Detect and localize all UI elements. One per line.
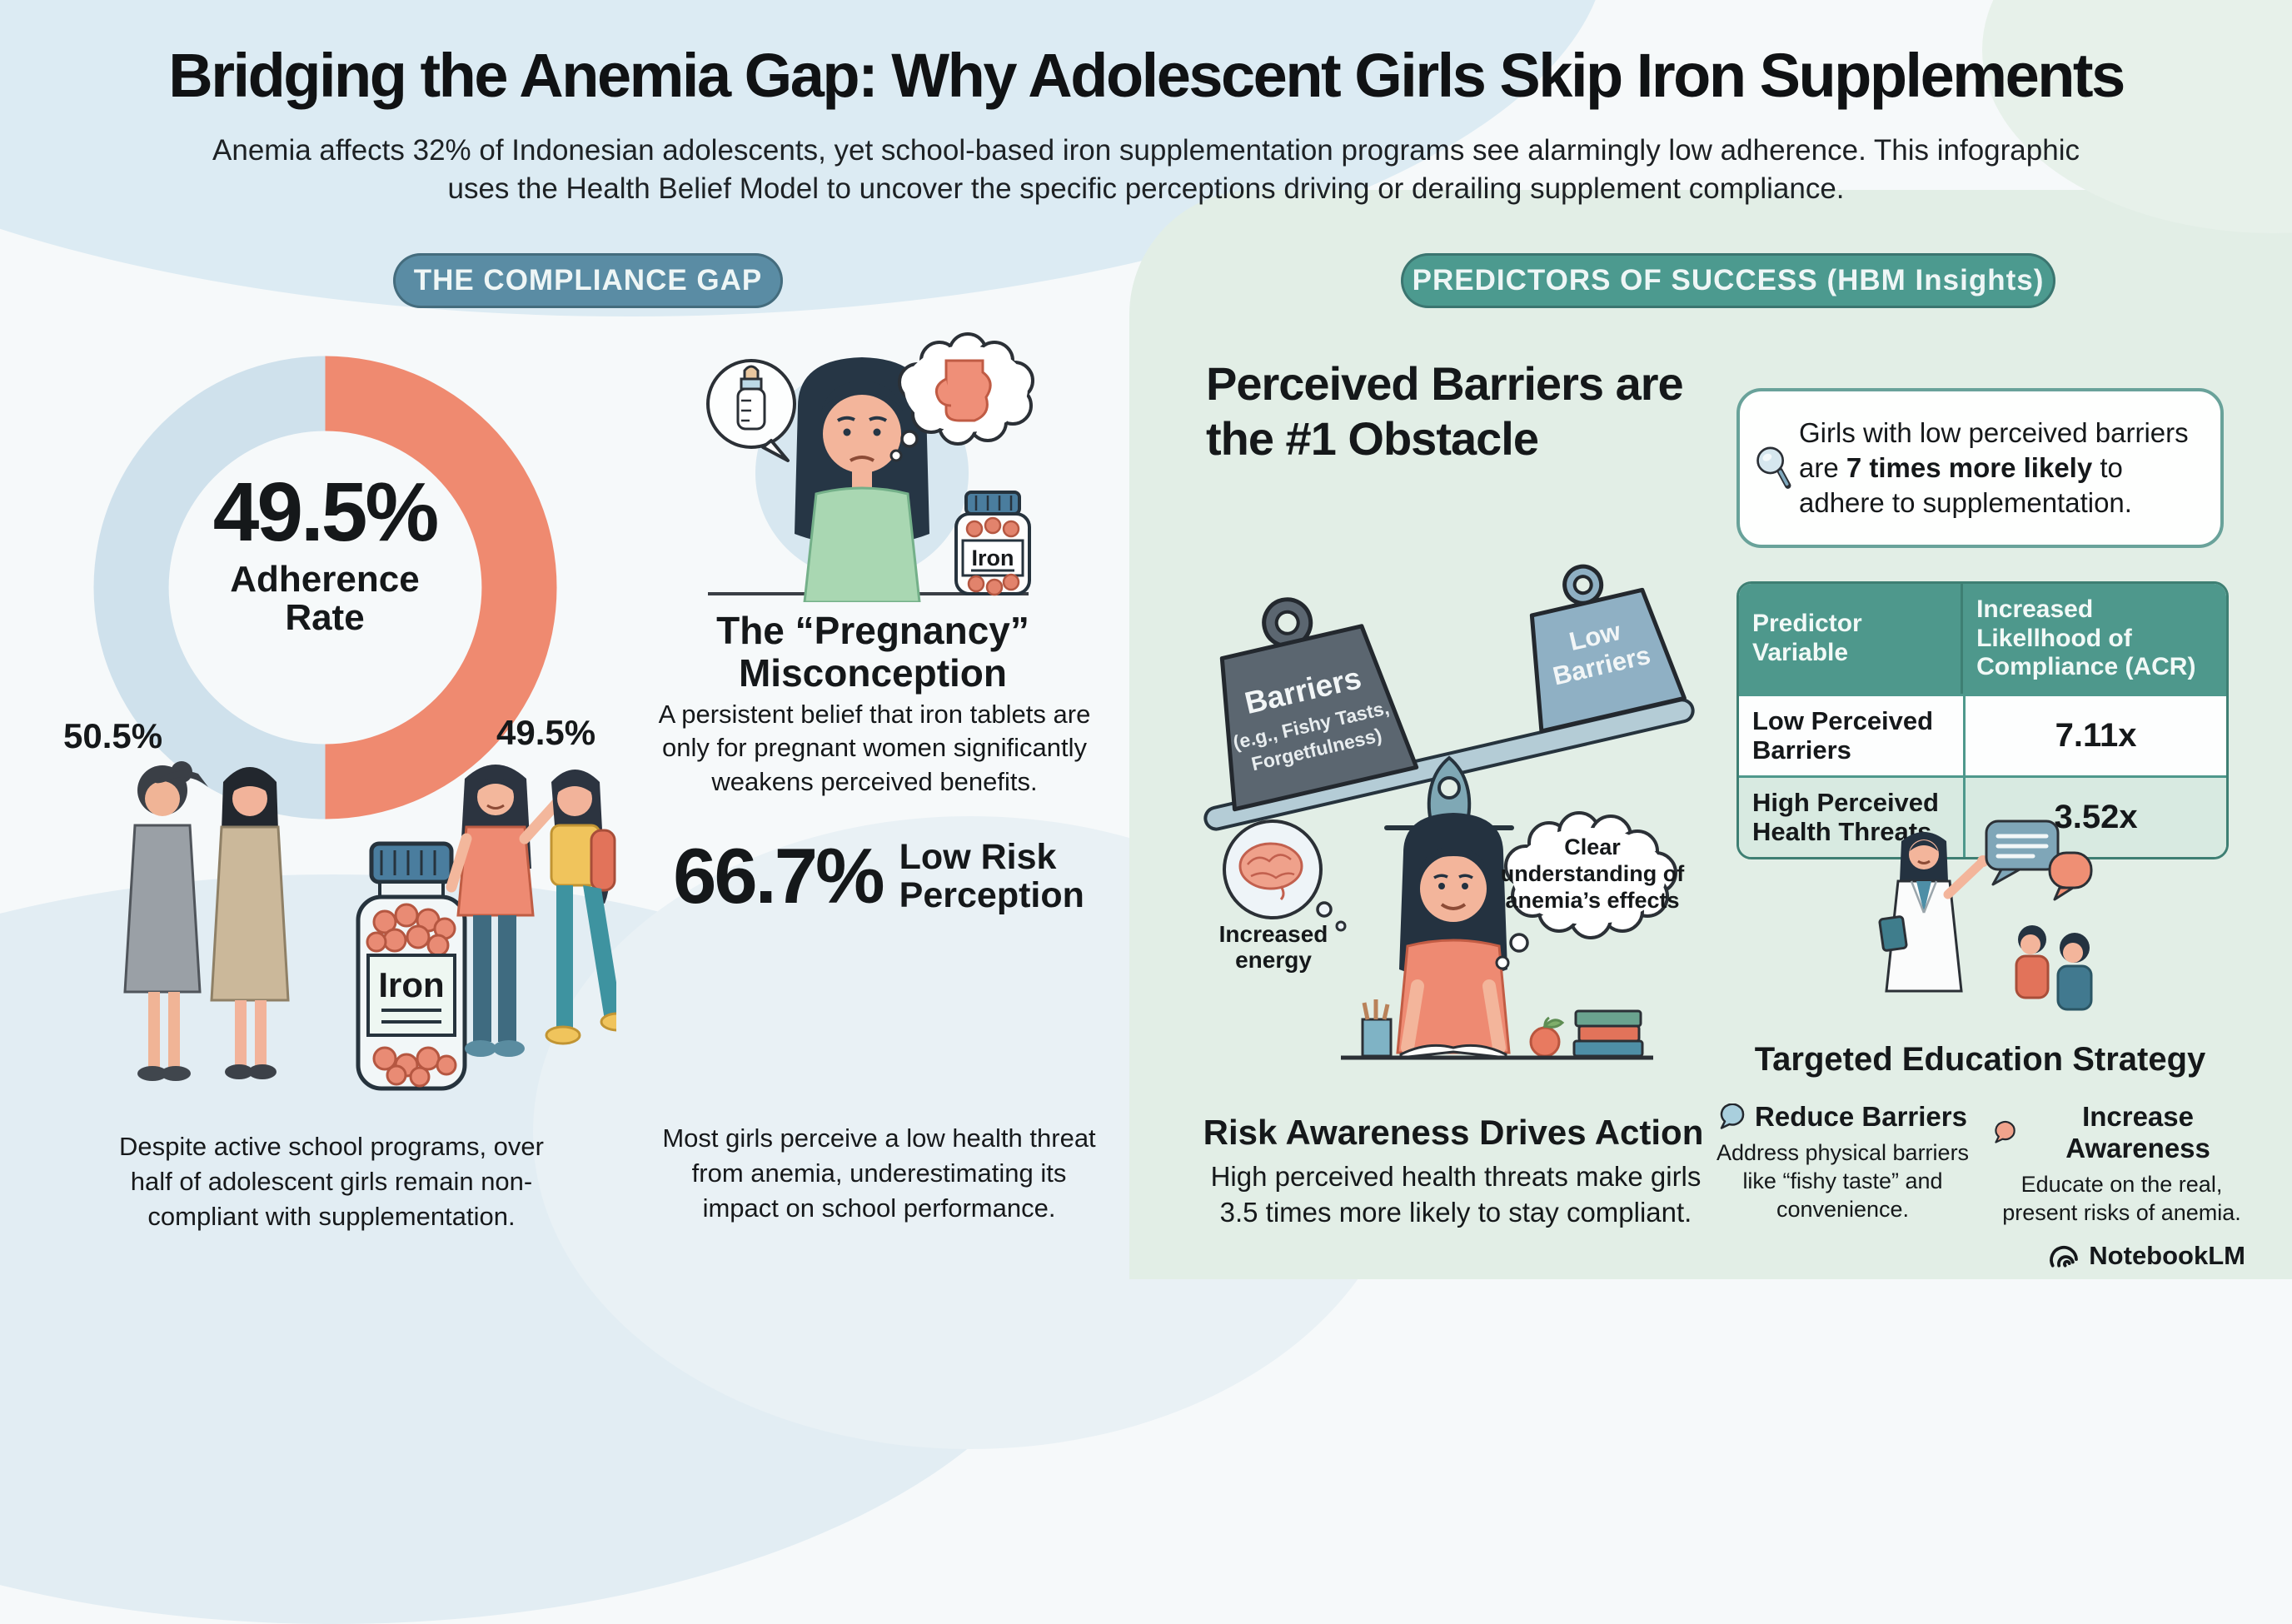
brain-bubble-icon <box>1223 819 1347 932</box>
risk-awareness-illustration <box>1223 811 1677 1060</box>
education-item-reduce-barriers: Reduce Barriers Address physical barrier… <box>1714 1101 1971 1228</box>
education-illustration <box>1878 819 2093 1011</box>
barriers-scale-illustration: Barriers (e.g., Fishy Tasts, Forgetfulne… <box>1203 564 1695 831</box>
education-item-body: Educate on the real, present risks of an… <box>2002 1172 2241 1225</box>
study-girl-figure <box>1396 813 1511 1054</box>
girl-figure-3 <box>446 765 562 1057</box>
education-item-title: Reduce Barriers <box>1755 1101 1967 1132</box>
donut-left-label: 50.5% <box>63 716 163 755</box>
misconception-body: A persistent belief that iron tablets ar… <box>658 700 1091 796</box>
education-item-title: Increase Awareness <box>2065 1101 2210 1163</box>
teacher-figure <box>1878 832 1989 993</box>
pregnant-belly-silhouette <box>944 359 992 422</box>
donut-segment-nonadherent <box>93 356 326 819</box>
thought-cloud-pregnancy <box>889 332 1034 462</box>
adherence-rate-value: 49.5% <box>212 466 440 559</box>
misconception-title: The “Pregnancy” Misconception <box>716 609 1029 695</box>
notebooklm-watermark: NotebookLM <box>2047 1241 2245 1271</box>
thought-cloud-text: Clear understanding of anemia’s effects <box>1500 834 1685 913</box>
clipboard <box>1878 915 1908 952</box>
woman-figure <box>795 357 929 602</box>
education-strategy-heading: Targeted Education Strategy <box>1754 1041 2206 1078</box>
risk-awareness-heading: Risk Awareness Drives Action <box>1203 1113 1704 1152</box>
thought-cloud-anemia <box>1495 811 1677 970</box>
iron-pills-top <box>366 903 456 957</box>
iron-bottle-small-label: Iron <box>972 545 1014 570</box>
risk-awareness-body: High perceived health threats make girls… <box>1210 1161 1702 1228</box>
perceived-barriers-heading: Perceived Barriers are the #1 Obstacle <box>1206 357 1684 466</box>
speech-bubble-baby-bottle <box>706 359 796 462</box>
watermark-label: NotebookLM <box>2089 1241 2245 1270</box>
student-figures <box>2015 925 2093 1011</box>
speech-bubble-blue-icon <box>1720 1103 1745 1129</box>
speech-bubble-coral <box>2048 851 2093 901</box>
education-item-body: Address physical barriers like “fishy ta… <box>1716 1140 1970 1222</box>
brain-bubble-label: Increased energy <box>1218 921 1328 974</box>
table-row-value: 7.11x <box>1963 693 2226 775</box>
adherence-donut-chart <box>93 356 557 819</box>
speech-bubble-coral-icon <box>1995 1121 2015 1143</box>
page-title: Bridging the Anemia Gap: Why Adolescent … <box>168 41 2125 110</box>
open-book <box>1399 1044 1507 1059</box>
pregnancy-misconception-illustration: Iron <box>706 332 1034 602</box>
magnifier-icon <box>1756 446 1791 489</box>
apple <box>1529 1026 1561 1058</box>
girl-figure-2 <box>210 767 290 1079</box>
predictor-table: Predictor Variable Increased Likellhood … <box>1736 581 2229 860</box>
heavy-weight-barriers: Barriers (e.g., Fishy Tasts, Forgetfulne… <box>1219 597 1419 812</box>
education-strategy-items: Reduce Barriers Address physical barrier… <box>1714 1101 2250 1228</box>
low-barriers-callout: Girls with low perceived barriers are 7 … <box>1736 388 2224 548</box>
notebooklm-logo-icon <box>2050 1245 2079 1268</box>
desk-and-props <box>1341 999 1653 1060</box>
table-header-variable: Predictor Variable <box>1739 584 1964 694</box>
adherence-rate-label: Adherence Rate <box>230 559 420 639</box>
badge-compliance-gap: THE COMPLIANCE GAP <box>393 253 783 308</box>
iron-bottle-illustration: Iron <box>356 841 467 1091</box>
education-item-increase-awareness: Increase Awareness Educate on the real, … <box>1993 1101 2250 1228</box>
low-risk-stat: 66.7% Low Risk Perception <box>658 831 1099 921</box>
compliance-caption: Despite active school programs, over hal… <box>118 1132 544 1231</box>
speech-bubble-lines <box>1985 819 2060 886</box>
badge-predictors-of-success: PREDICTORS OF SUCCESS (HBM Insights) <box>1401 253 2055 308</box>
iron-bottle-label: Iron <box>378 965 444 1004</box>
girls-group-illustration: Iron <box>123 761 616 1091</box>
baby-bottle-nipple <box>743 365 760 381</box>
page-subtitle: Anemia affects 32% of Indonesian adolesc… <box>212 134 2080 205</box>
iron-bottle-small: Iron <box>954 491 1031 596</box>
girl-figure-1 <box>123 761 208 1081</box>
donut-center-text: 49.5% Adherence Rate <box>158 466 491 639</box>
low-risk-caption: Most girls perceive a low health threat … <box>662 1123 1096 1223</box>
table-row-variable: Low Perceived Barriers <box>1739 693 1964 775</box>
iron-pills-bottom <box>372 1046 457 1088</box>
donut-right-label: 49.5% <box>496 713 596 752</box>
callout-text: Girls with low perceived barriers are 7 … <box>1799 416 2189 519</box>
girl-figure-4 <box>545 770 616 1045</box>
light-weight-low-barriers: Low Barriers <box>1529 564 1687 734</box>
low-risk-label: Low Risk Perception <box>899 836 1084 915</box>
low-risk-value: 66.7% <box>673 832 885 919</box>
donut-segment-adherent <box>325 356 557 819</box>
table-header-likelihood: Increased Likellhood of Compliance (ACR) <box>1963 584 2226 694</box>
